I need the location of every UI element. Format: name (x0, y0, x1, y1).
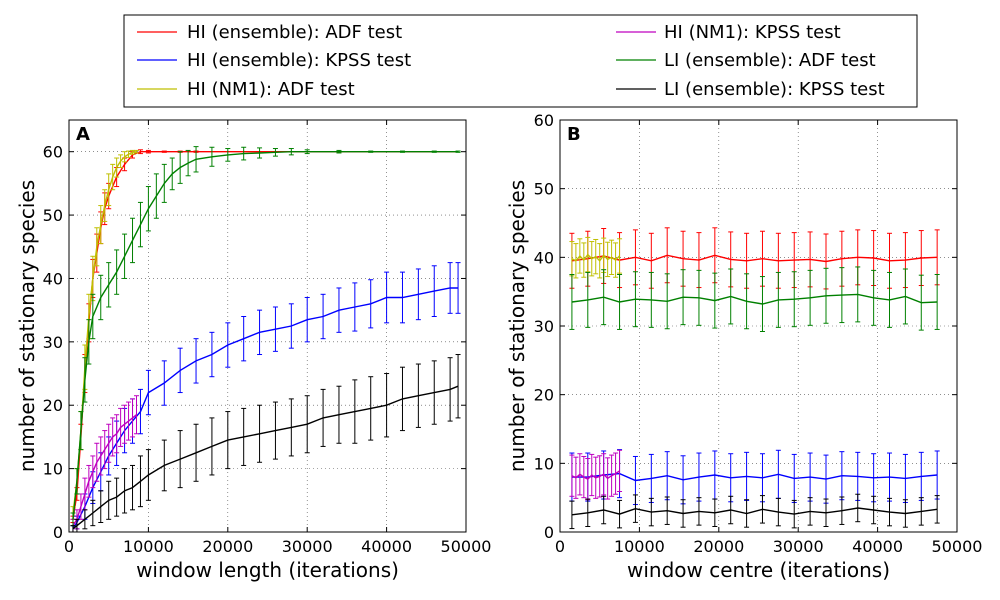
legend-entry: HI (ensemble): ADF test (137, 22, 402, 43)
series-line (571, 470, 620, 480)
x-tick-label: 10000 (123, 537, 174, 556)
legend-label: HI (ensemble): KPSS test (187, 50, 411, 71)
legend-label: HI (ensemble): ADF test (187, 22, 402, 43)
legend-label: HI (NM1): KPSS test (664, 22, 841, 43)
legend-entry: HI (NM1): ADF test (137, 79, 355, 100)
x-tick-label: 30000 (282, 537, 333, 556)
x-tick-label: 20000 (693, 537, 744, 556)
panel-a-label: A (76, 124, 90, 145)
legend-label: HI (NM1): ADF test (187, 79, 355, 100)
x-tick-label: 0 (64, 537, 74, 556)
panel-a-axes-frame (68, 119, 467, 533)
legend-entry: LI (ensemble): ADF test (616, 50, 876, 71)
y-tick-label: 10 (43, 460, 63, 479)
panel-b: 0 10000 20000 30000 40000 500000102030405060 … (505, 111, 982, 582)
y-tick-label: 30 (43, 333, 63, 352)
panel-a-xlabel: window length (iterations) (136, 558, 399, 582)
series-line (571, 507, 938, 516)
series-line (571, 253, 621, 262)
legend-label: LI (ensemble): KPSS test (664, 79, 885, 100)
series-line (571, 293, 938, 305)
y-tick-label: 0 (53, 523, 63, 542)
y-tick-label: 40 (534, 248, 554, 267)
series-line (571, 472, 938, 482)
x-tick-label: 10000 (614, 537, 665, 556)
series-line (571, 254, 938, 263)
panel-a-plot-area: 0 10000 20000 30000 40000 50000 0 10 20 30 40 50 60 (43, 120, 492, 556)
panel-a-ylabel: number of stationary species (15, 180, 39, 472)
y-tick-label: 50 (43, 206, 63, 225)
series-line (72, 414, 137, 527)
x-tick-label: 20000 (202, 537, 253, 556)
panel-b-xlabel: window centre (iterations) (627, 558, 890, 582)
series-li-ensemble-adf-test (70, 146, 461, 527)
legend-entry: HI (NM1): KPSS test (616, 22, 841, 43)
panel-a: 0 10000 20000 30000 40000 500000102030405060 … (15, 119, 492, 582)
legend-entry: LI (ensemble): KPSS test (616, 79, 885, 100)
series-hi-nm1-kpss-test (70, 395, 139, 533)
panel-b-axes-frame (559, 119, 958, 533)
y-tick-label: 30 (534, 317, 554, 336)
series-li-ensemble-adf-test (569, 266, 940, 332)
series-hi-nm1-kpss-test (569, 449, 623, 501)
panel-b-label: B (567, 124, 581, 145)
series-line (72, 385, 459, 530)
x-tick-label: 40000 (852, 537, 903, 556)
y-tick-label: 20 (43, 396, 63, 415)
x-tick-label: 30000 (773, 537, 824, 556)
series-li-ensemble-kpss-test (569, 493, 940, 530)
series-li-ensemble-kpss-test (70, 354, 461, 533)
y-tick-label: 40 (43, 269, 63, 288)
y-tick-label: 0 (544, 523, 554, 542)
panel-b-plot-area: 0 10000 20000 30000 40000 50000 0 10 20 30 40 50 60 (534, 111, 983, 556)
legend: HI (ensemble): ADF test HI (ensemble): K… (123, 14, 918, 108)
y-tick-label: 60 (43, 143, 63, 162)
series-line (72, 150, 459, 520)
y-tick-label: 10 (534, 454, 554, 473)
x-tick-label: 50000 (932, 537, 983, 556)
legend-label: LI (ensemble): ADF test (664, 50, 876, 71)
legend-entry: HI (ensemble): KPSS test (137, 50, 411, 71)
x-tick-label: 0 (555, 537, 565, 556)
x-tick-label: 50000 (441, 537, 492, 556)
y-tick-label: 20 (534, 386, 554, 405)
y-tick-label: 50 (534, 180, 554, 199)
series-hi-ensemble-kpss-test (70, 262, 461, 533)
legend-frame (123, 14, 918, 108)
y-tick-label: 60 (534, 111, 554, 130)
x-tick-label: 40000 (361, 537, 412, 556)
panel-b-ylabel: number of stationary species (505, 180, 529, 472)
series-hi-nm1-adf-test (569, 236, 623, 279)
